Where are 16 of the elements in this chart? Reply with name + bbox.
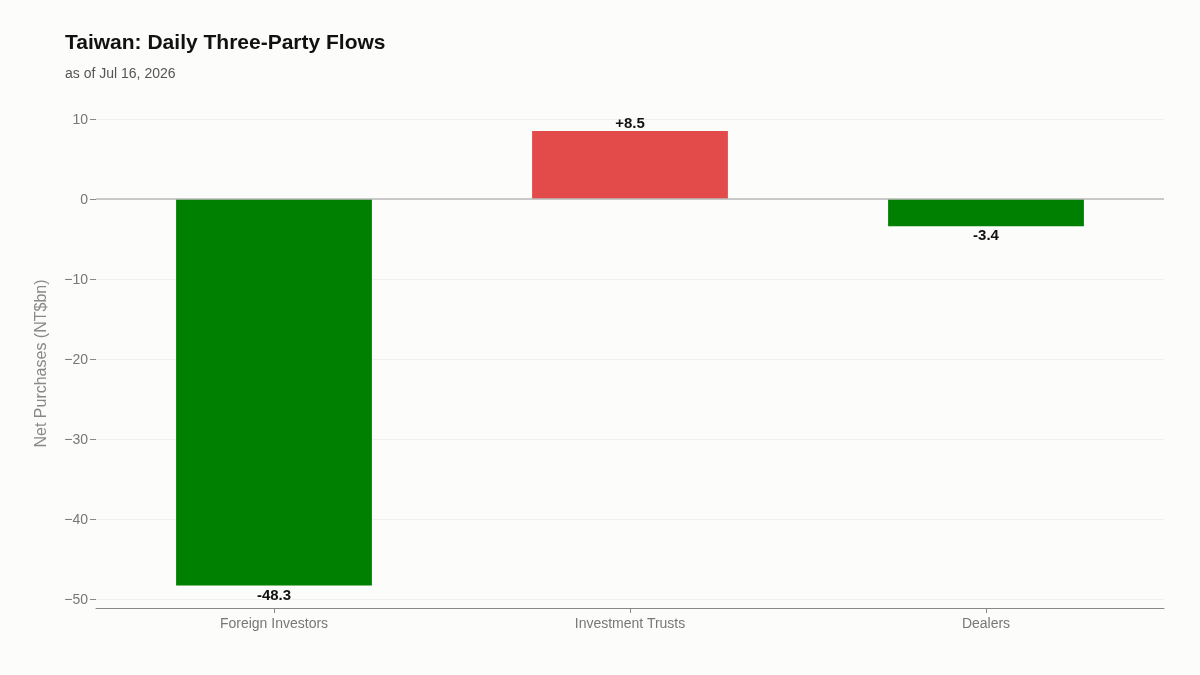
- chart-title: Taiwan: Daily Three-Party Flows: [65, 30, 386, 53]
- data-label: -3.4: [973, 226, 1000, 244]
- y-axis-title: Net Purchases (NT$bn): [31, 279, 49, 448]
- y-tick-label: 10: [72, 111, 89, 127]
- y-tick-label: −50: [64, 591, 89, 608]
- y-tick-label: −20: [64, 351, 89, 368]
- y-tick-label: −10: [64, 271, 89, 288]
- x-tick-label: Investment Trusts: [574, 615, 686, 631]
- y-tick-label: −40: [64, 511, 89, 528]
- data-label: -48.3: [256, 585, 292, 603]
- x-tick-label: Dealers: [961, 615, 1011, 631]
- chart-subtitle: as of Jul 16, 2026: [65, 65, 176, 81]
- data-label: +8.5: [615, 114, 645, 131]
- y-tick-label: −30: [64, 431, 89, 448]
- y-tick-label: 0: [80, 191, 89, 208]
- x-tick-label: Foreign Investors: [219, 615, 329, 631]
